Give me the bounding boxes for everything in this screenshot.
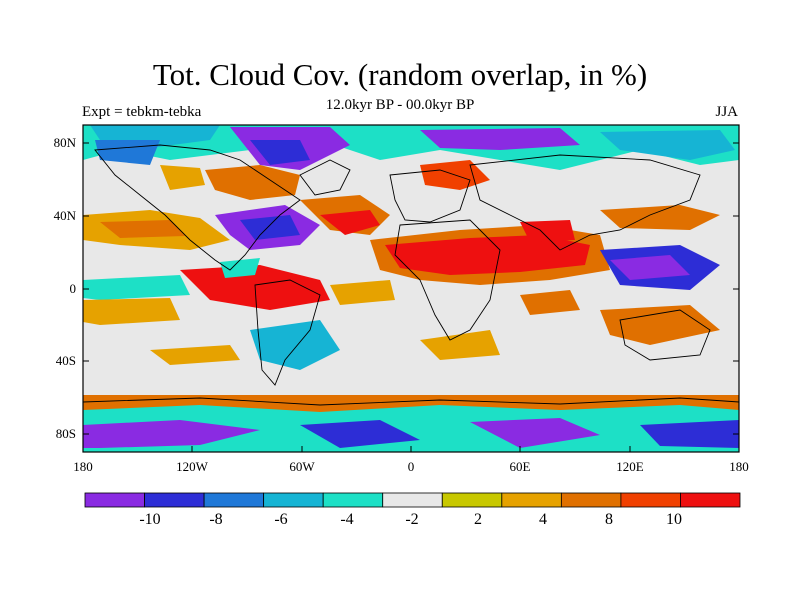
map-field (83, 125, 739, 452)
antarctic-negative-atlantic (300, 420, 420, 448)
antarctic-negative-west (83, 420, 260, 448)
coastlines (83, 144, 739, 406)
x-axis-ticks (82, 446, 740, 452)
south-pacific-positive (83, 298, 180, 325)
australia-positive (600, 305, 720, 345)
colorbar-swatch (680, 492, 741, 508)
colorbar-label: 10 (666, 511, 682, 528)
x-tick-label: 0 (408, 459, 415, 474)
ne-asia-patch (600, 130, 735, 160)
central-america-patch (220, 258, 260, 278)
colorbar-label: 2 (474, 511, 482, 528)
equatorial-atlantic-positive (330, 280, 395, 305)
south-atlantic-positive (420, 330, 500, 360)
colorbar-swatch (441, 492, 503, 508)
colorbar-swatch (203, 492, 265, 508)
n-atlantic-positive (205, 165, 300, 200)
sahara-india-core (385, 235, 590, 275)
x-tick-label: 180 (729, 459, 749, 474)
colorbar-label: -4 (340, 511, 353, 528)
antarctic-band (83, 405, 739, 452)
canada-positive (160, 165, 205, 190)
south-pacific-ring (150, 345, 240, 365)
colorbar-label: -10 (139, 511, 160, 528)
south-america-patch (250, 320, 340, 370)
indian-ocean-positive (520, 290, 580, 315)
colorbar-labels: -10 -8 -6 -4 -2 2 4 8 10 (139, 511, 682, 528)
y-tick-label: 80S (56, 426, 76, 441)
north-america-negative-core (240, 215, 300, 240)
colorbar-label: -8 (209, 511, 222, 528)
nw-pacific-positive (600, 205, 720, 230)
experiment-label: Expt = tebkm-tebka (82, 104, 202, 120)
colorbar-swatch (382, 492, 443, 508)
colorbar-label: -2 (405, 511, 418, 528)
n-pacific-core (100, 220, 185, 238)
season-label: JJA (715, 104, 738, 120)
colorbar-label: 8 (605, 511, 613, 528)
equatorial-pacific-band (83, 275, 190, 300)
siberia-negative-patch (420, 128, 580, 150)
arctic-negative-core (250, 140, 310, 165)
antarctic-negative-pacific (640, 420, 739, 448)
colorbar-swatch (84, 492, 145, 508)
colorbar-swatch (620, 492, 681, 508)
colorbar-label: 4 (539, 511, 547, 528)
chart-subtitle: 12.0kyr BP - 00.0kyr BP (325, 97, 475, 113)
colorbar-label: -6 (274, 511, 287, 528)
atlantic-positive-core (320, 210, 380, 235)
maritime-continent-core (610, 255, 690, 280)
colorbar-swatch (322, 492, 384, 508)
y-tick-label: 40N (54, 208, 77, 223)
india-peak (520, 220, 575, 242)
x-tick-label: 120W (176, 459, 209, 474)
colorbar-swatch (263, 492, 324, 508)
y-tick-label: 40S (56, 353, 76, 368)
y-tick-label: 0 (70, 281, 77, 296)
chart-title: Tot. Cloud Cov. (random overlap, in %) (152, 57, 648, 92)
x-tick-label: 60W (289, 459, 315, 474)
colorbar-swatch (560, 492, 622, 508)
y-axis-ticks (83, 142, 739, 435)
colorbar (84, 492, 741, 508)
colorbar-swatch (144, 492, 205, 508)
x-tick-label: 120E (616, 459, 644, 474)
antarctic-negative-indian (470, 418, 600, 448)
x-tick-label: 180 (73, 459, 93, 474)
x-tick-label: 60E (510, 459, 531, 474)
colorbar-swatch (501, 492, 562, 508)
y-tick-label: 80N (54, 135, 77, 150)
